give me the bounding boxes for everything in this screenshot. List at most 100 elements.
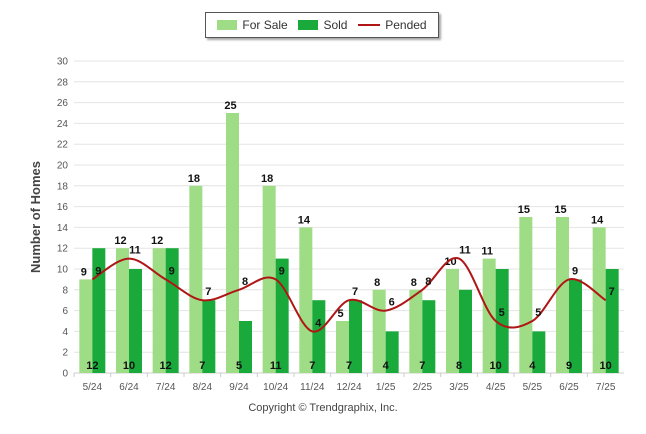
bar-for-sale [116, 248, 129, 373]
bar-for-sale [152, 248, 166, 373]
data-label-for-sale: 11 [481, 246, 493, 258]
bar-sold [569, 279, 582, 373]
data-label-for-sale: 8 [374, 277, 380, 289]
data-label-for-sale: 14 [298, 214, 311, 226]
y-tick-label: 8 [62, 285, 68, 296]
pended-line-icon [358, 24, 381, 26]
bar-sold [422, 300, 436, 373]
data-label-sold: 7 [199, 360, 205, 372]
bar-sold [129, 269, 142, 373]
data-label-for-sale: 15 [518, 204, 530, 216]
bar-sold [275, 258, 289, 373]
y-tick-label: 6 [62, 306, 68, 317]
bar-sold [532, 331, 546, 373]
x-tick-label: 9/24 [229, 382, 249, 393]
bar-for-sale [79, 279, 93, 373]
y-tick-label: 10 [57, 265, 69, 276]
y-tick-label: 14 [57, 223, 69, 234]
y-tick-label: 26 [57, 98, 69, 109]
data-label-pended: 9 [95, 265, 101, 277]
data-label-for-sale: 12 [114, 235, 126, 247]
x-tick-label: 7/24 [156, 382, 176, 393]
data-label-pended: 5 [499, 307, 505, 319]
y-tick-label: 2 [62, 348, 68, 359]
legend-label-sold: Sold [323, 18, 348, 32]
bar-for-sale [482, 258, 496, 373]
data-label-for-sale: 5 [337, 308, 343, 320]
x-tick-label: 10/24 [263, 382, 288, 393]
x-tick-label: 7/25 [596, 382, 616, 393]
data-label-pended: 7 [609, 286, 615, 298]
data-label-sold: 12 [86, 360, 98, 372]
bar-sold [92, 248, 106, 373]
x-tick-label: 1/25 [376, 382, 396, 393]
x-tick-label: 5/24 [83, 382, 103, 393]
legend-item-pended[interactable]: Pended [358, 18, 427, 32]
y-tick-label: 12 [57, 244, 69, 255]
bar-for-sale [262, 185, 276, 373]
bar-for-sale [446, 269, 459, 373]
data-label-pended: 5 [535, 307, 541, 319]
legend-label-for-sale: For Sale [242, 18, 288, 32]
data-label-sold: 5 [236, 360, 242, 372]
bar-for-sale [189, 185, 203, 373]
data-label-pended: 11 [459, 245, 471, 257]
x-tick-label: 12/24 [336, 382, 361, 393]
data-label-pended: 6 [389, 297, 395, 309]
data-label-sold: 12 [160, 360, 172, 372]
data-label-for-sale: 25 [224, 100, 236, 112]
data-label-sold: 8 [456, 360, 462, 372]
data-label-sold: 4 [529, 360, 536, 372]
legend-item-sold[interactable]: Sold [298, 18, 347, 32]
data-label-pended: 11 [129, 245, 141, 257]
y-tick-label: 30 [57, 57, 69, 68]
data-label-pended: 9 [572, 265, 578, 277]
legend: For Sale Sold Pended [205, 12, 439, 38]
x-tick-label: 8/24 [193, 382, 213, 393]
data-label-for-sale: 9 [81, 266, 87, 278]
bar-for-sale [299, 227, 313, 373]
data-label-sold: 4 [383, 360, 390, 372]
bar-for-sale [556, 217, 569, 373]
data-label-for-sale: 8 [411, 277, 417, 289]
data-label-for-sale: 12 [151, 235, 163, 247]
data-label-for-sale: 18 [261, 173, 273, 185]
sold-swatch-icon [298, 20, 319, 30]
bar-for-sale [226, 113, 239, 373]
y-tick-label: 22 [57, 140, 69, 151]
line-pended [91, 257, 607, 333]
bar-sold [495, 269, 509, 373]
y-axis-title: Number of Homes [28, 161, 43, 273]
bar-sold [385, 331, 399, 373]
copyright-text: Copyright © Trendgraphix, Inc. [248, 402, 398, 414]
legend-item-for-sale[interactable]: For Sale [217, 18, 288, 32]
x-tick-label: 6/25 [559, 382, 579, 393]
for-sale-swatch-icon [217, 20, 238, 30]
data-label-sold: 10 [600, 360, 612, 372]
bar-sold [165, 248, 179, 373]
bar-for-sale [336, 321, 349, 373]
data-label-sold: 7 [419, 360, 425, 372]
data-label-pended: 7 [205, 286, 211, 298]
x-tick-label: 5/25 [523, 382, 543, 393]
data-label-sold: 11 [270, 360, 282, 372]
bar-sold [312, 300, 326, 373]
data-label-sold: 10 [123, 360, 135, 372]
data-label-pended: 7 [352, 286, 358, 298]
y-tick-label: 28 [57, 77, 69, 88]
data-label-pended: 4 [315, 317, 322, 329]
x-tick-label: 2/25 [413, 382, 433, 393]
data-label-sold: 10 [490, 360, 502, 372]
y-tick-label: 20 [57, 161, 69, 172]
bar-sold [239, 321, 252, 373]
data-label-for-sale: 14 [591, 214, 604, 226]
bar-sold [459, 289, 472, 373]
data-label-pended: 9 [279, 265, 285, 277]
data-label-sold: 9 [566, 360, 572, 372]
data-label-pended: 9 [169, 265, 175, 277]
y-tick-label: 24 [57, 119, 69, 130]
y-tick-label: 4 [62, 327, 68, 338]
y-tick-label: 0 [62, 369, 68, 380]
data-label-for-sale: 15 [554, 204, 566, 216]
